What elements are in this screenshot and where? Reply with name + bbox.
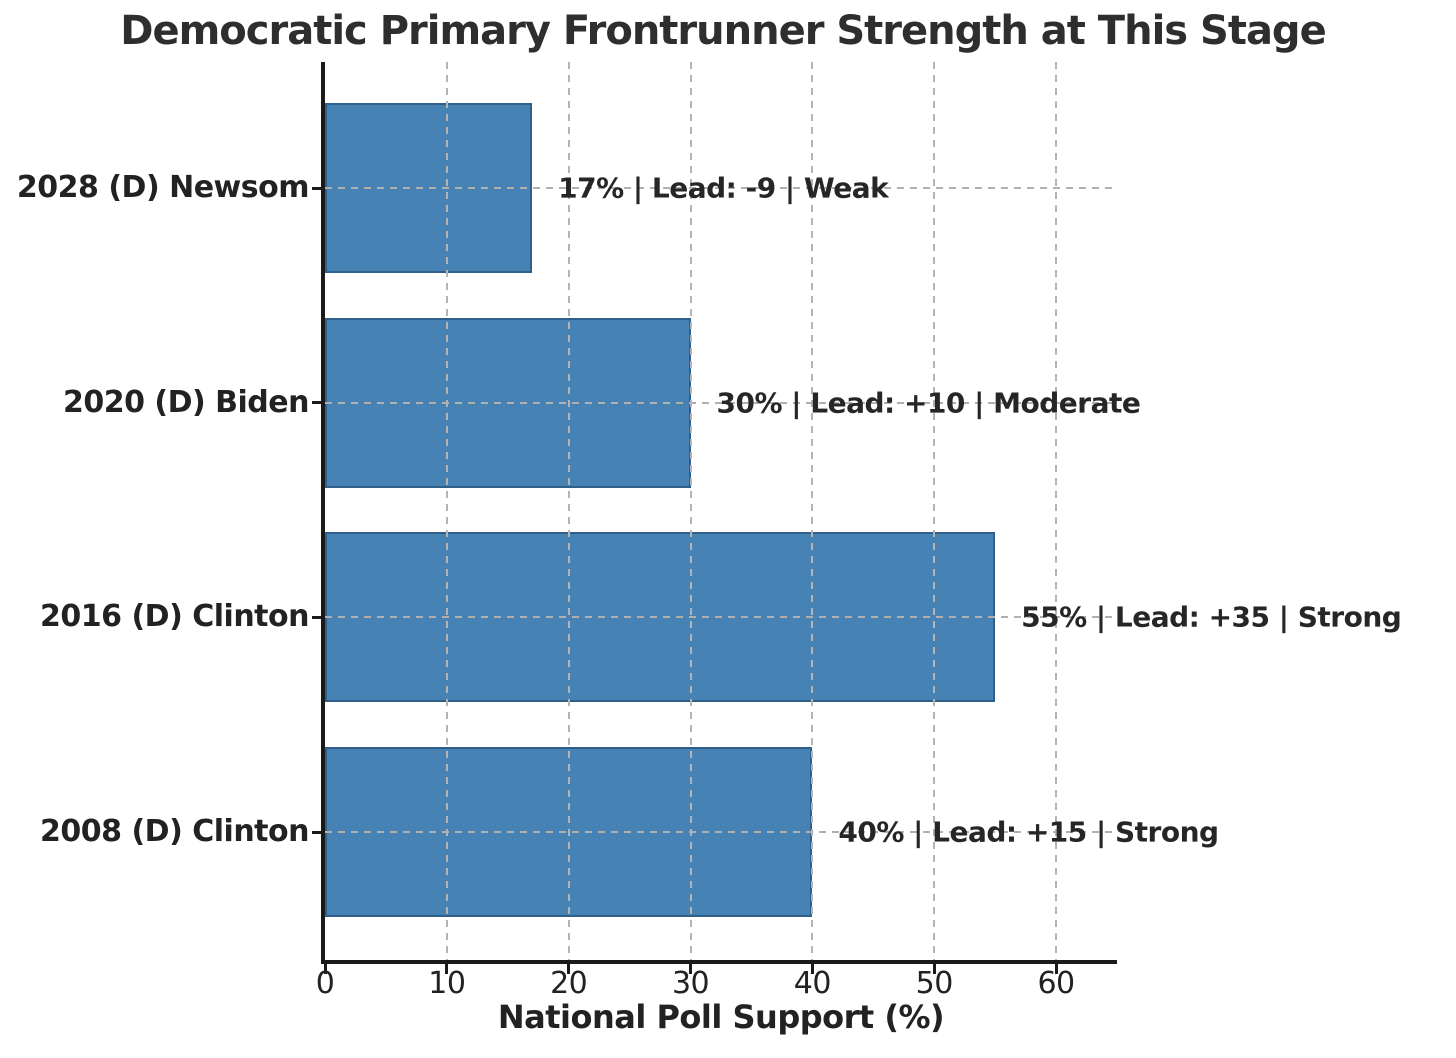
x-tick-mark [932,964,936,974]
bar-annotation: 55% | Lead: +35 | Strong [1021,600,1402,634]
y-tick-mark [312,615,321,619]
x-tick-label: 0 [315,966,335,1001]
x-gridline [933,62,936,960]
bar-annotation: 17% | Lead: -9 | Weak [558,171,889,205]
bar-annotation: 40% | Lead: +15 | Strong [838,815,1219,849]
y-axis-labels: 2028 (D) Newsom 2020 (D) Biden 2016 (D) Cl… [0,62,310,960]
y-tick-mark [312,401,321,405]
y-gridline [325,401,1117,404]
x-tick-label: 40 [793,966,832,1001]
x-gridline [811,62,814,960]
bar-annotation: 30% | Lead: +10 | Moderate [716,386,1141,420]
y-tick-mark [312,186,321,190]
category-label: 2020 (D) Biden [62,384,310,420]
x-tick-label: 50 [915,966,954,1001]
x-tick-label: 10 [428,966,466,1001]
x-tick-mark [445,964,449,974]
x-tick-mark [1054,964,1058,974]
y-gridline [325,831,1117,834]
category-label: 2028 (D) Newsom [16,170,310,205]
x-tick-mark [810,964,814,974]
plot-area: 0 10 20 30 40 50 60 17% | Lead: -9 | Weak 30% | … [312,62,1402,1000]
x-tick-label: 60 [1037,966,1075,1001]
x-tick-mark [323,964,327,974]
x-tick-label: 20 [550,966,588,1001]
x-tick-mark [689,964,693,974]
category-label: 2016 (D) Clinton [40,599,309,635]
y-gridline [325,616,1117,619]
category-label: 2008 (D) Clinton [40,814,309,850]
y-axis-spine [321,62,325,964]
y-tick-mark [312,830,321,834]
x-gridline [1055,62,1058,960]
y-gridline [325,187,1117,189]
x-gridline [445,62,448,960]
x-axis-spine [321,960,1117,964]
x-gridline [567,62,570,960]
chart-title: Democratic Primary Frontrunner Strength … [120,8,1326,54]
x-axis-label: National Poll Support (%) [497,998,945,1036]
x-tick-label: 30 [671,966,710,1001]
x-tick-mark [567,964,571,974]
x-gridline [689,62,692,960]
